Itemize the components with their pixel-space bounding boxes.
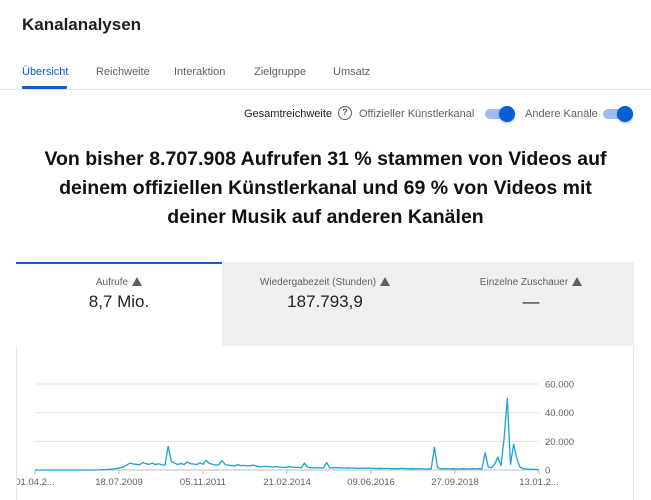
metric-card-value: 187.793,9 <box>287 292 363 311</box>
tab-overview[interactable]: Übersicht <box>22 66 69 78</box>
views-line-chart: 60.000 40.000 20.000 0 01.04.2... 18.07.2009 0… <box>15 380 574 489</box>
warning-icon <box>380 277 391 286</box>
other-channels-label: Andere Kanäle <box>525 108 598 120</box>
metric-card-title: Wiedergabezeit (Stunden) <box>222 277 428 288</box>
toggle-knob <box>617 106 633 122</box>
metric-card-value: — <box>522 292 540 311</box>
x-tick-label: 09.06.2016 <box>347 477 395 488</box>
toggle-knob <box>499 106 515 122</box>
total-reach-label: Gesamtreichweite <box>244 108 333 120</box>
headline-line: Von bisher 8.707.908 Aufrufen 31 % stamm… <box>44 148 607 170</box>
tab-interaction[interactable]: Interaktion <box>174 66 226 78</box>
active-tab-indicator <box>22 86 67 89</box>
tab-revenue[interactable]: Umsatz <box>333 66 371 78</box>
warning-icon <box>132 277 143 286</box>
other-channels-toggle[interactable] <box>603 106 633 122</box>
y-tick-label: 0 <box>545 466 550 477</box>
metric-cards: Aufrufe 8,7 Mio. Wiedergabezeit (Stunden… <box>16 262 634 346</box>
x-tick-label: 13.01.2... <box>519 477 559 488</box>
help-icon[interactable]: ? <box>338 106 352 120</box>
reach-filters: Gesamtreichweite ? Offizieller Künstlerk… <box>0 105 651 125</box>
headline-line: deinem offiziellen Künstlerkanal und 69 … <box>59 177 592 199</box>
x-tick-label: 21.02.2014 <box>263 477 311 488</box>
page-title: Kanalanalysen <box>22 15 142 34</box>
y-tick-label: 60.000 <box>545 380 574 391</box>
tab-audience[interactable]: Zielgruppe <box>254 66 306 78</box>
reach-summary-headline: Von bisher 8.707.908 Aufrufen 31 % stamm… <box>20 145 631 232</box>
official-channel-label: Offizieller Künstlerkanal <box>359 108 475 120</box>
views-chart-panel: 60.000 40.000 20.000 0 01.04.2... 18.07.2009 0… <box>15 346 634 500</box>
x-tick-label: 05.11.2011 <box>180 477 226 488</box>
x-tick-label: 27.09.2018 <box>431 477 479 488</box>
metric-card-views[interactable]: Aufrufe 8,7 Mio. <box>16 262 222 346</box>
series-line <box>35 397 540 471</box>
tab-reach[interactable]: Reichweite <box>96 66 150 78</box>
x-tick-label: 01.04.2... <box>17 477 55 488</box>
y-tick-label: 40.000 <box>545 408 574 419</box>
metric-card-title: Einzelne Zuschauer <box>428 277 634 288</box>
metric-card-unique-viewers[interactable]: Einzelne Zuschauer — <box>428 262 634 346</box>
y-tick-label: 20.000 <box>545 437 574 448</box>
headline-line: deiner Musik auf anderen Kanälen <box>167 206 484 228</box>
metric-card-title: Aufrufe <box>16 277 222 288</box>
tab-bar: Übersicht Reichweite Interaktion Zielgru… <box>0 57 651 90</box>
metric-card-value: 8,7 Mio. <box>88 292 150 311</box>
x-tick-label: 18.07.2009 <box>95 477 143 488</box>
metric-card-watch-time[interactable]: Wiedergabezeit (Stunden) 187.793,9 <box>222 262 428 346</box>
warning-icon <box>572 277 583 286</box>
official-channel-toggle[interactable] <box>485 106 515 122</box>
